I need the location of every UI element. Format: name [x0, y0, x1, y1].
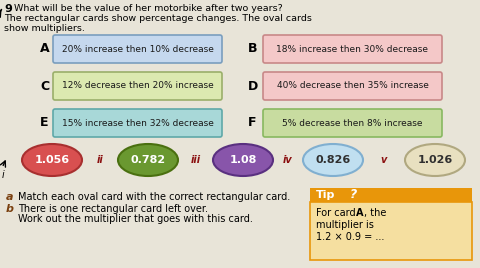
Text: There is one rectangular card left over.: There is one rectangular card left over.	[18, 204, 208, 214]
Text: 20% increase then 10% decrease: 20% increase then 10% decrease	[61, 44, 214, 54]
FancyBboxPatch shape	[263, 35, 442, 63]
Text: 0.826: 0.826	[315, 155, 350, 165]
Text: multiplier is: multiplier is	[316, 220, 374, 230]
Text: B: B	[248, 43, 257, 55]
Text: , the: , the	[364, 208, 386, 218]
Text: E: E	[40, 117, 48, 129]
Text: Work out the multiplier that goes with this card.: Work out the multiplier that goes with t…	[18, 214, 253, 224]
Text: i: i	[2, 170, 5, 180]
FancyBboxPatch shape	[310, 188, 472, 202]
Text: 1.2 × 0.9 = ...: 1.2 × 0.9 = ...	[316, 232, 384, 242]
FancyBboxPatch shape	[263, 109, 442, 137]
Text: ii: ii	[96, 155, 103, 165]
Text: iii: iii	[191, 155, 201, 165]
Ellipse shape	[303, 144, 363, 176]
Text: ?: ?	[350, 188, 357, 202]
Text: 18% increase then 30% decrease: 18% increase then 30% decrease	[276, 44, 429, 54]
Text: v: v	[381, 155, 387, 165]
Text: D: D	[248, 80, 258, 92]
Text: C: C	[40, 80, 49, 92]
Text: b: b	[6, 204, 14, 214]
Text: F: F	[248, 117, 256, 129]
FancyBboxPatch shape	[53, 72, 222, 100]
Ellipse shape	[405, 144, 465, 176]
Text: 12% decrease then 20% increase: 12% decrease then 20% increase	[61, 81, 214, 91]
FancyBboxPatch shape	[53, 109, 222, 137]
Text: a: a	[6, 192, 13, 202]
Text: A: A	[40, 43, 49, 55]
Text: What will be the value of her motorbike after two years?: What will be the value of her motorbike …	[14, 4, 283, 13]
Text: 1.056: 1.056	[35, 155, 70, 165]
FancyBboxPatch shape	[263, 72, 442, 100]
Text: show multipliers.: show multipliers.	[4, 24, 85, 33]
Text: iv: iv	[283, 155, 293, 165]
Text: A: A	[356, 208, 363, 218]
Text: Match each oval card with the correct rectangular card.: Match each oval card with the correct re…	[18, 192, 290, 202]
Ellipse shape	[22, 144, 82, 176]
FancyBboxPatch shape	[53, 35, 222, 63]
Ellipse shape	[213, 144, 273, 176]
Text: 5% decrease then 8% increase: 5% decrease then 8% increase	[282, 118, 423, 128]
Text: 9: 9	[4, 4, 12, 14]
Text: The rectangular cards show percentage changes. The oval cards: The rectangular cards show percentage ch…	[4, 14, 312, 23]
Text: For card: For card	[316, 208, 359, 218]
Ellipse shape	[118, 144, 178, 176]
Text: 1.026: 1.026	[418, 155, 453, 165]
Text: Tip: Tip	[316, 190, 336, 200]
Text: 40% decrease then 35% increase: 40% decrease then 35% increase	[276, 81, 429, 91]
FancyBboxPatch shape	[310, 202, 472, 260]
Text: 15% increase then 32% decrease: 15% increase then 32% decrease	[61, 118, 214, 128]
Text: 1.08: 1.08	[229, 155, 257, 165]
Text: 0.782: 0.782	[131, 155, 166, 165]
